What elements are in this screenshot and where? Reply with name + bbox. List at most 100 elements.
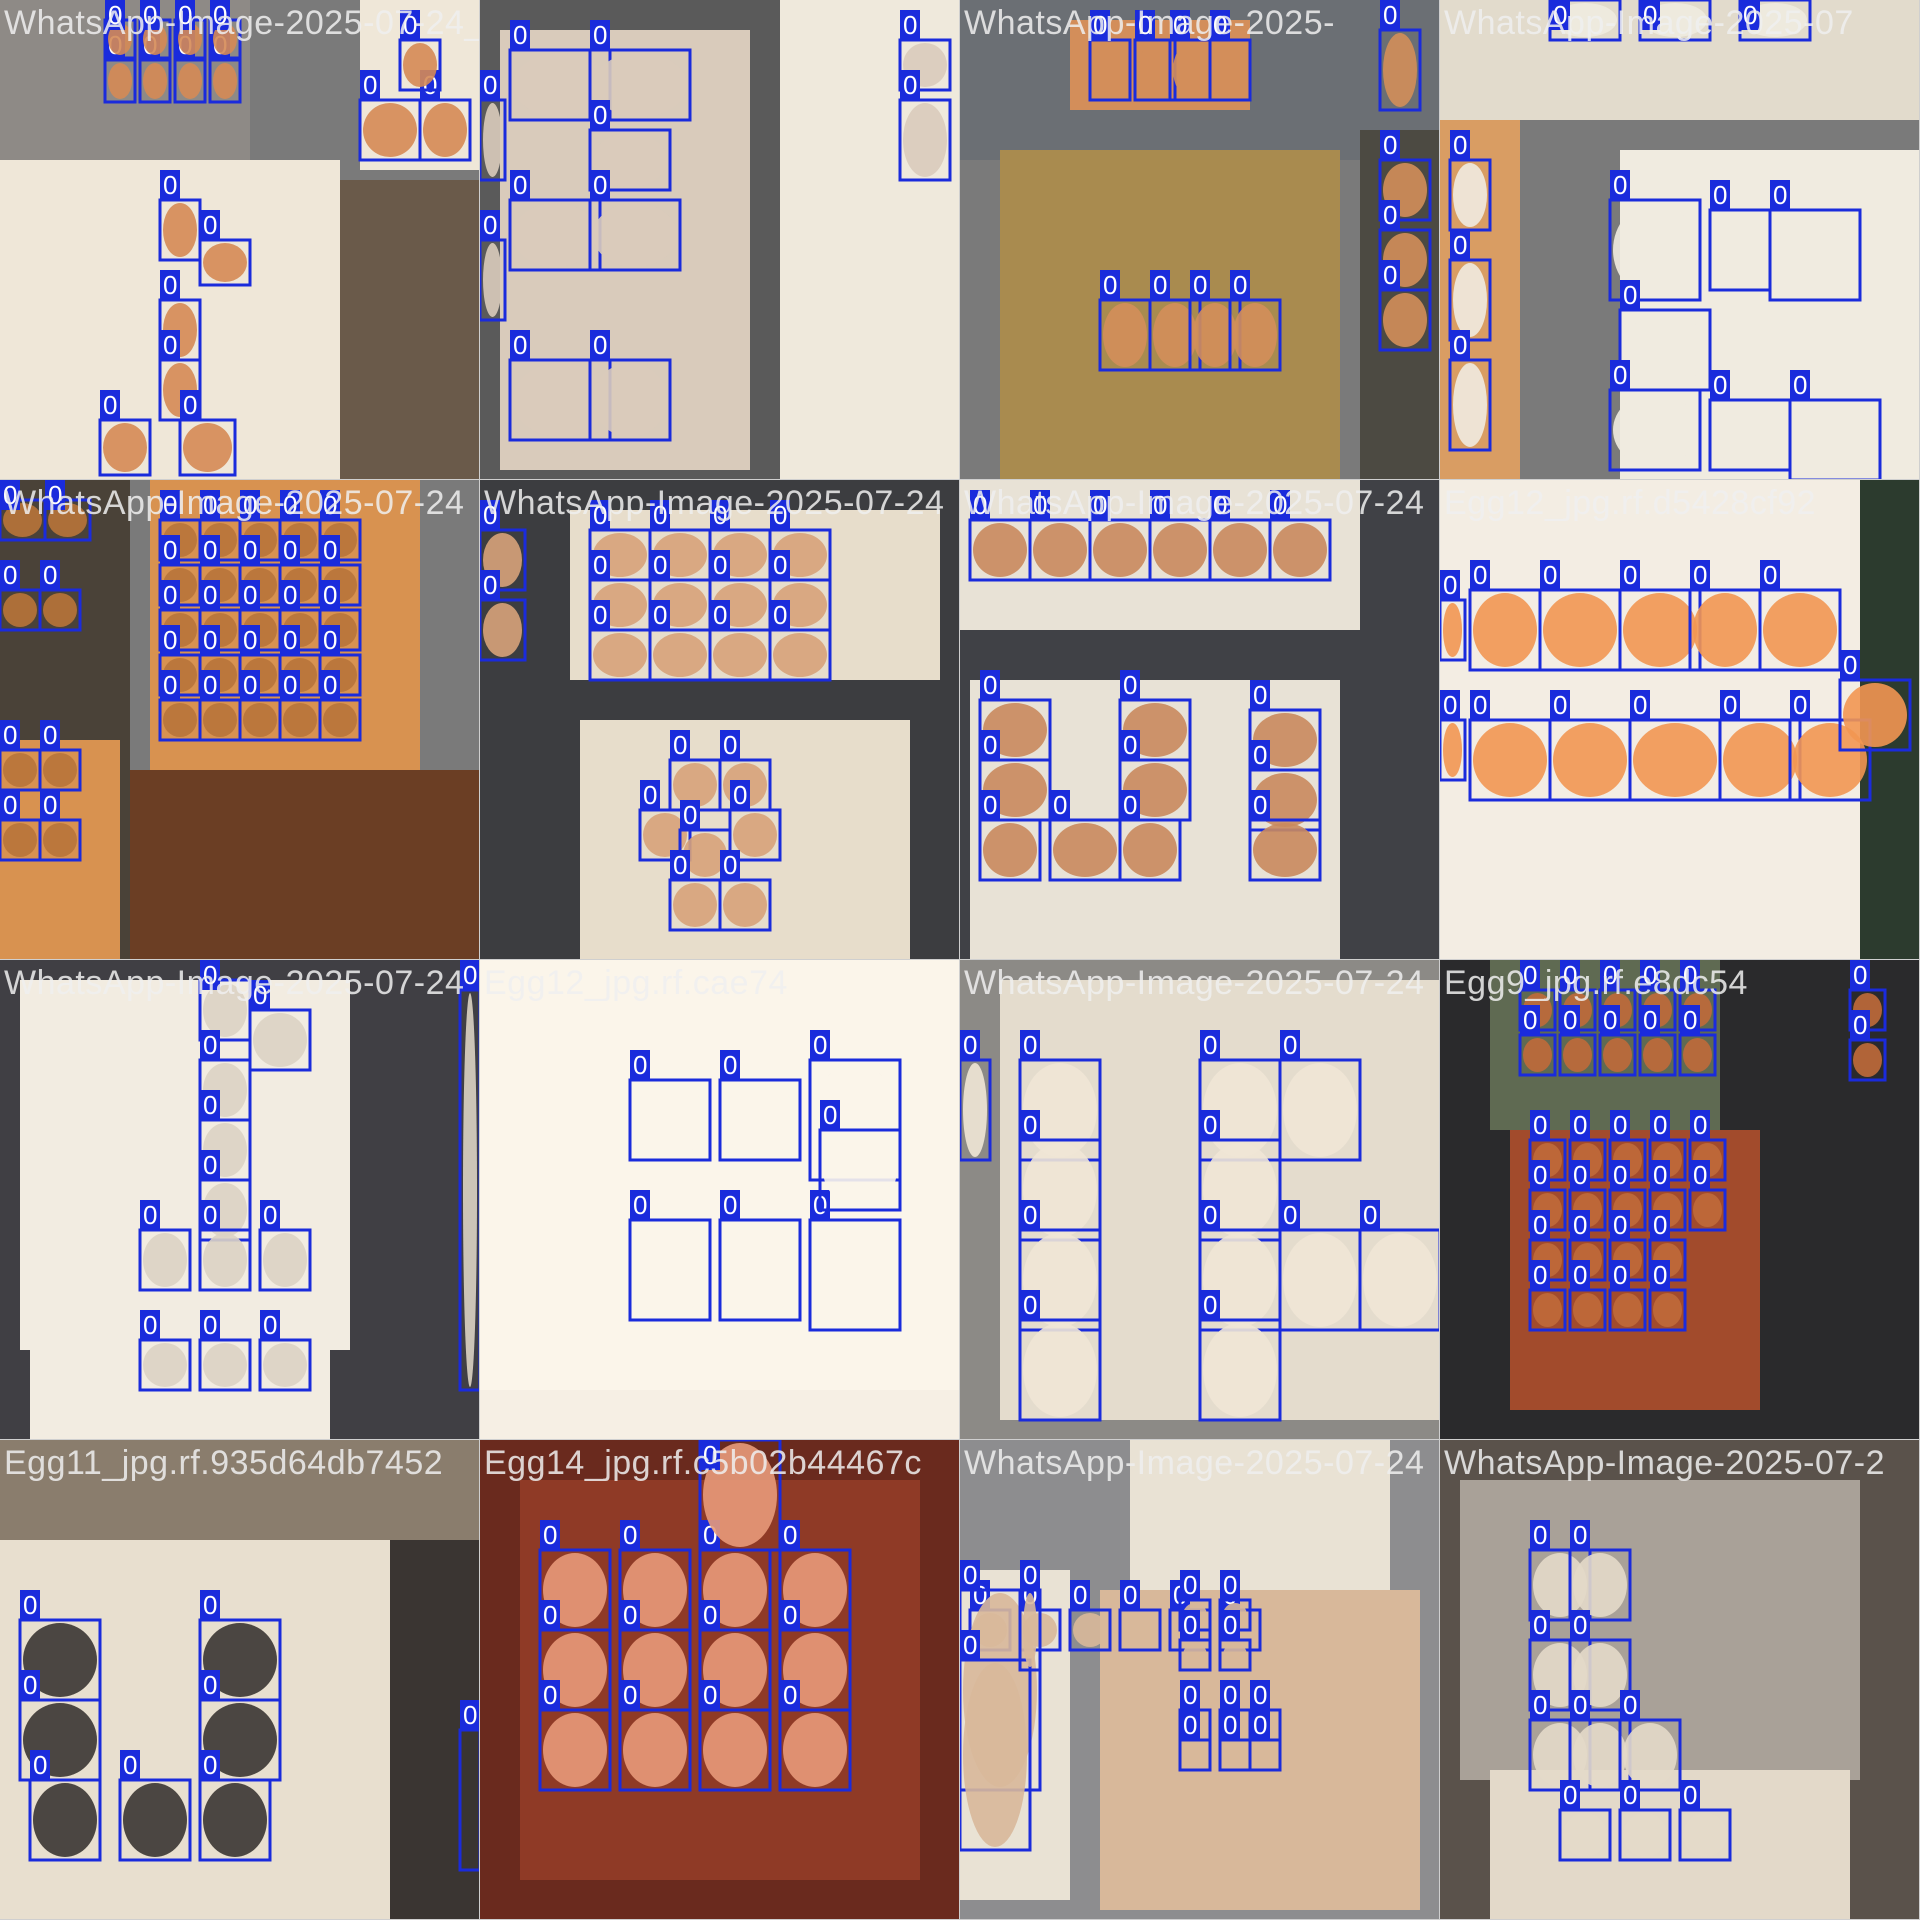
class-label: 0 <box>1643 960 1657 990</box>
tile-region <box>340 180 479 479</box>
tile-filename: Egg14_jpg.rf.c5b02b44467c <box>484 1444 922 1482</box>
detection-box: 0 <box>1558 1005 1597 1077</box>
class-label: 0 <box>48 480 62 510</box>
class-label: 0 <box>1233 270 1247 300</box>
detection-box: 0 <box>1548 0 1622 42</box>
egg <box>1203 1143 1277 1237</box>
tile-image: 0 0 0 0 0 0 0 0 0 0 0 0 <box>0 960 479 1439</box>
detection-box: 0 <box>538 1680 612 1792</box>
class-label: 0 <box>1643 1005 1657 1035</box>
class-label: 0 <box>703 1600 717 1630</box>
detection-box: 0 <box>1378 130 1432 222</box>
class-label: 0 <box>283 625 297 655</box>
egg <box>1523 1038 1552 1072</box>
detection-box: 0 <box>1788 370 1882 479</box>
class-label: 0 <box>253 980 267 1010</box>
detection-box: 0 <box>1088 10 1132 102</box>
class-label: 0 <box>1093 10 1107 40</box>
egg <box>1213 43 1247 97</box>
detection-box: 0 <box>458 960 479 1392</box>
class-label: 0 <box>178 0 192 30</box>
egg <box>403 43 437 87</box>
detection-box: 0 <box>208 0 242 60</box>
class-label: 0 <box>733 780 747 810</box>
class-label: 0 <box>1223 1610 1237 1640</box>
class-label: 0 <box>1543 560 1557 590</box>
class-label: 0 <box>1123 1580 1137 1610</box>
egg <box>1763 593 1837 667</box>
egg <box>203 243 247 282</box>
class-label: 0 <box>1623 1780 1637 1810</box>
mosaic-tile: 0 0 0 0 0 0 0 Egg12_jpg.rf.cae74 <box>480 960 960 1440</box>
detection-box: 0 <box>38 560 82 632</box>
egg <box>1473 723 1547 797</box>
class-label: 0 <box>1693 1110 1707 1140</box>
class-label: 0 <box>543 1600 557 1630</box>
class-label: 0 <box>1093 490 1107 520</box>
class-label: 0 <box>1683 960 1697 990</box>
class-label: 0 <box>723 730 737 760</box>
detection-box: 0 <box>248 980 312 1072</box>
detection-box: 0 <box>718 850 772 932</box>
class-label: 0 <box>203 1200 217 1230</box>
detection-box: 0 <box>1468 560 1542 672</box>
class-label: 0 <box>163 580 177 610</box>
class-label: 0 <box>1603 960 1617 990</box>
class-label: 0 <box>1443 690 1457 720</box>
egg <box>213 63 237 99</box>
class-label: 0 <box>1693 560 1707 590</box>
detection-box: 0 <box>1228 270 1282 372</box>
egg <box>513 203 597 267</box>
class-label: 0 <box>633 1050 647 1080</box>
class-label: 0 <box>243 670 257 700</box>
class-label: 0 <box>593 170 607 200</box>
detection-box: 0 <box>1048 790 1122 882</box>
class-label: 0 <box>1633 690 1647 720</box>
egg <box>363 103 417 157</box>
egg <box>1283 1063 1357 1157</box>
egg <box>1623 1723 1677 1787</box>
class-label: 0 <box>203 1750 217 1780</box>
class-label: 0 <box>1453 230 1467 260</box>
egg <box>1203 1233 1277 1327</box>
class-label: 0 <box>1573 1160 1587 1190</box>
class-label: 0 <box>1173 10 1187 40</box>
egg <box>1573 1723 1627 1787</box>
egg <box>1853 1043 1882 1077</box>
egg <box>163 203 197 257</box>
detection-box: 0 <box>1568 1690 1632 1792</box>
class-label: 0 <box>1573 1610 1587 1640</box>
detection-box: 0 <box>1628 690 1722 802</box>
egg <box>163 703 197 737</box>
class-label: 0 <box>483 500 497 530</box>
mosaic-tile: 0 0 0 0 0 0 0 0 0 0 0 0 WhatsApp-Image-2025-07-24 <box>960 960 1440 1440</box>
egg <box>593 633 647 677</box>
detection-box: 0 <box>1738 0 1812 42</box>
egg <box>713 633 767 677</box>
class-label: 0 <box>1183 1570 1197 1600</box>
egg <box>1613 203 1697 297</box>
class-label: 0 <box>1203 1290 1217 1320</box>
class-label: 0 <box>1183 1680 1197 1710</box>
class-label: 0 <box>483 210 497 240</box>
egg <box>783 1713 847 1787</box>
detection-box: 0 <box>618 1600 692 1712</box>
class-label: 0 <box>1573 1260 1587 1290</box>
class-label: 0 <box>1053 790 1067 820</box>
mosaic-tile: 00000000000000000WhatsApp-Image-2025-07-… <box>0 0 480 480</box>
class-label: 0 <box>653 550 667 580</box>
egg <box>183 423 232 472</box>
class-label: 0 <box>3 720 17 750</box>
egg <box>513 363 607 437</box>
class-label: 0 <box>403 10 417 40</box>
class-label: 0 <box>1383 130 1397 160</box>
class-label: 0 <box>703 1440 717 1470</box>
detection-box: 0 <box>628 1050 712 1162</box>
class-label: 0 <box>163 170 177 200</box>
egg <box>203 1623 277 1697</box>
egg <box>1443 723 1462 777</box>
egg <box>108 63 132 99</box>
class-label: 0 <box>823 1100 837 1130</box>
egg <box>43 823 77 857</box>
